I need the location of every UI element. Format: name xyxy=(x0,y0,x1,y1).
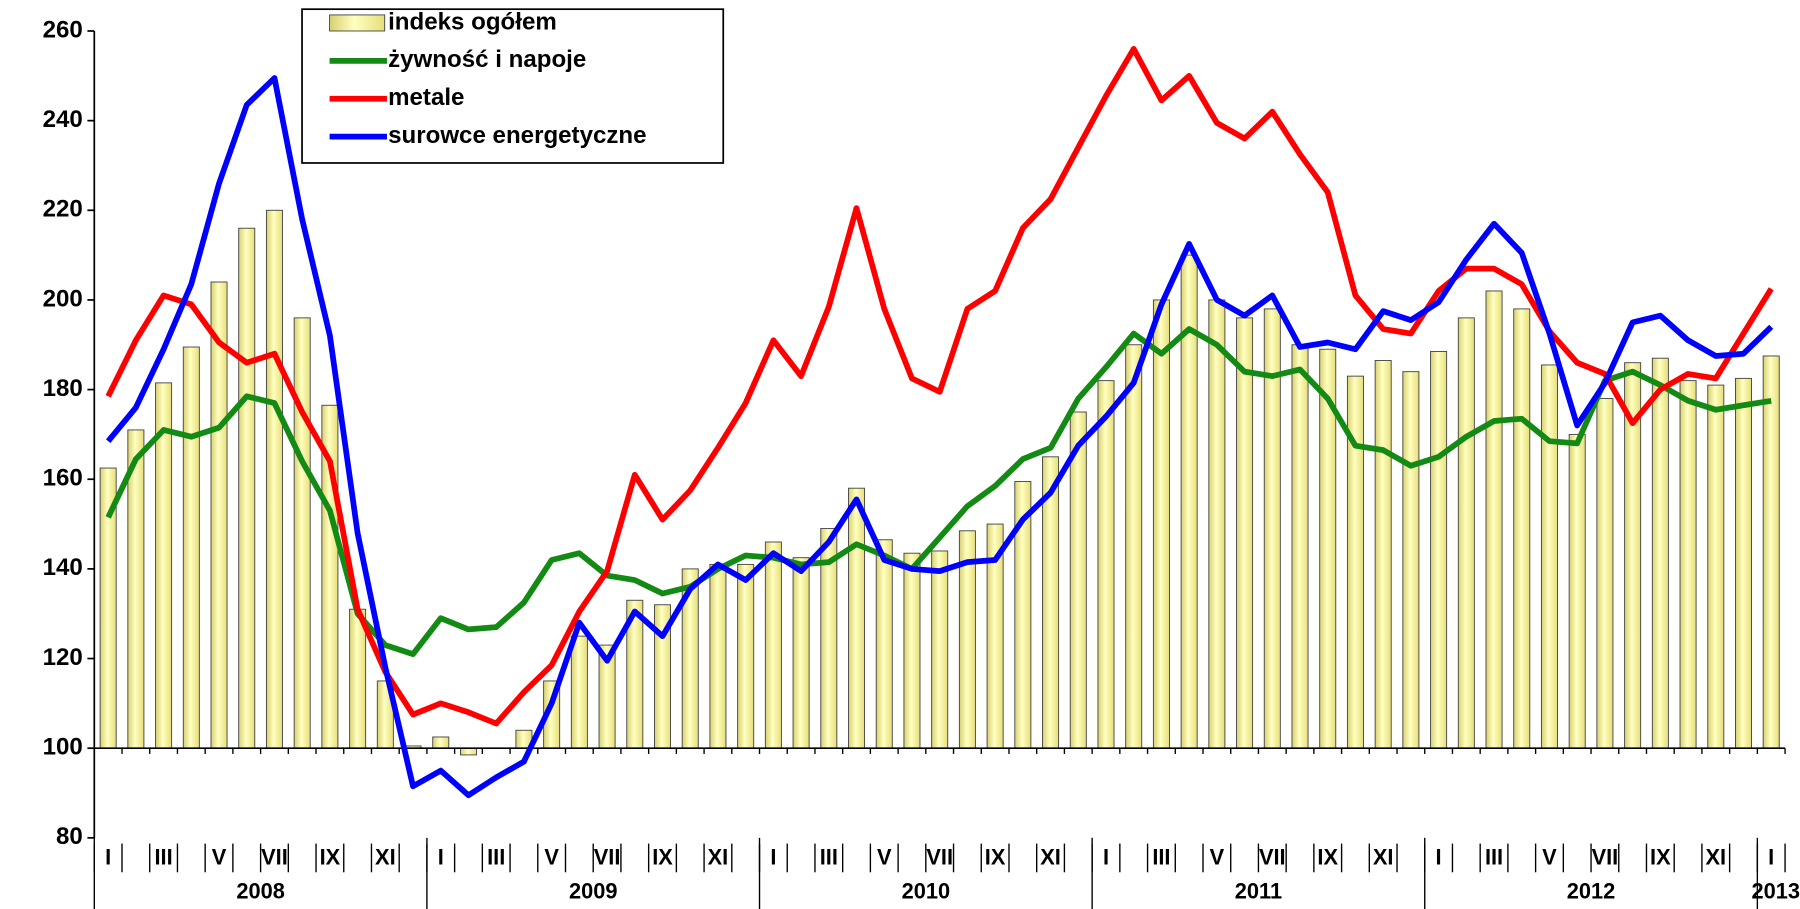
bar xyxy=(1291,344,1309,749)
x-tick-label: I xyxy=(1103,844,1109,869)
bar xyxy=(1236,317,1254,749)
x-tick-label: XI xyxy=(1040,844,1061,869)
bar xyxy=(459,747,477,756)
y-tick-label: 160 xyxy=(43,465,83,492)
bar xyxy=(848,487,866,749)
year-label: 2013 xyxy=(1752,879,1800,904)
year-label: 2011 xyxy=(1235,879,1282,904)
x-tick-label: XI xyxy=(1705,844,1726,869)
bar xyxy=(1402,371,1420,749)
bar xyxy=(1457,317,1475,749)
x-tick-label: IX xyxy=(652,844,673,869)
bar xyxy=(1152,299,1170,749)
x-tick-label: V xyxy=(1210,844,1225,869)
bar xyxy=(903,552,921,749)
year-label: 2012 xyxy=(1567,879,1616,904)
bar xyxy=(875,539,893,749)
bar xyxy=(570,635,588,749)
bar xyxy=(1596,398,1614,749)
x-tick-label: XI xyxy=(708,844,729,869)
x-tick-label: VII xyxy=(926,844,953,869)
y-tick-label: 140 xyxy=(43,554,83,581)
y-tick-label: 220 xyxy=(43,196,83,223)
bar xyxy=(265,209,283,749)
x-tick-label: IX xyxy=(1317,844,1338,869)
bar xyxy=(1707,384,1725,749)
year-label: 2008 xyxy=(236,879,285,904)
x-tick-label: III xyxy=(487,844,505,869)
y-tick-label: 180 xyxy=(43,375,83,402)
bar xyxy=(1513,308,1531,749)
x-tick-label: I xyxy=(1436,844,1442,869)
bar xyxy=(1651,357,1669,749)
bar xyxy=(1125,344,1143,749)
legend-label: metale xyxy=(388,84,464,111)
bar xyxy=(1097,380,1115,749)
bar xyxy=(709,563,727,749)
x-tick-label: III xyxy=(1152,844,1170,869)
bar xyxy=(127,429,145,749)
x-tick-label: III xyxy=(1485,844,1503,869)
bar xyxy=(1208,299,1226,749)
x-tick-label: IX xyxy=(320,844,341,869)
bar xyxy=(238,227,256,749)
legend-label: żywność i napoje xyxy=(388,46,586,73)
year-label: 2009 xyxy=(569,879,618,904)
bar xyxy=(737,563,755,749)
x-tick-label: I xyxy=(770,844,776,869)
x-tick-label: I xyxy=(438,844,444,869)
x-tick-label: V xyxy=(877,844,892,869)
x-tick-label: VII xyxy=(1259,844,1286,869)
bar xyxy=(1735,377,1752,749)
y-tick-label: 240 xyxy=(43,106,83,133)
x-tick-label: VII xyxy=(594,844,621,869)
legend-swatch xyxy=(329,14,386,32)
line xyxy=(105,326,1772,657)
x-tick-label: V xyxy=(544,844,559,869)
x-tick-label: I xyxy=(1768,844,1774,869)
bar xyxy=(1679,380,1697,749)
bar xyxy=(1485,290,1503,749)
x-tick-label: VII xyxy=(1592,844,1619,869)
x-tick-label: XI xyxy=(1373,844,1394,869)
bar xyxy=(1374,359,1392,749)
bar xyxy=(293,317,311,749)
year-label: 2010 xyxy=(902,879,951,904)
y-tick-label: 100 xyxy=(43,734,83,761)
bar xyxy=(1762,355,1780,749)
bar xyxy=(1069,411,1087,749)
bar xyxy=(931,550,949,749)
x-tick-label: V xyxy=(212,844,227,869)
y-tick-label: 260 xyxy=(43,16,83,43)
x-tick-label: IX xyxy=(985,844,1006,869)
bar xyxy=(210,281,228,749)
x-tick-label: III xyxy=(820,844,838,869)
bar xyxy=(1540,364,1558,749)
legend-label: indeks ogółem xyxy=(388,8,557,35)
x-tick-label: III xyxy=(155,844,173,869)
bar xyxy=(432,736,450,749)
x-tick-label: V xyxy=(1542,844,1557,869)
y-tick-label: 80 xyxy=(56,823,83,850)
bar xyxy=(1430,351,1448,749)
bar xyxy=(349,608,367,749)
bar xyxy=(1568,433,1586,749)
y-tick-label: 120 xyxy=(43,644,83,671)
x-tick-label: I xyxy=(105,844,111,869)
x-tick-label: XI xyxy=(375,844,396,869)
bar xyxy=(764,541,782,749)
bar xyxy=(792,557,810,749)
bar xyxy=(182,346,200,749)
y-tick-label: 200 xyxy=(43,285,83,312)
legend-label: surowce energetyczne xyxy=(388,122,646,149)
x-tick-label: IX xyxy=(1650,844,1671,869)
line xyxy=(105,75,1774,799)
x-tick-label: VII xyxy=(261,844,288,869)
